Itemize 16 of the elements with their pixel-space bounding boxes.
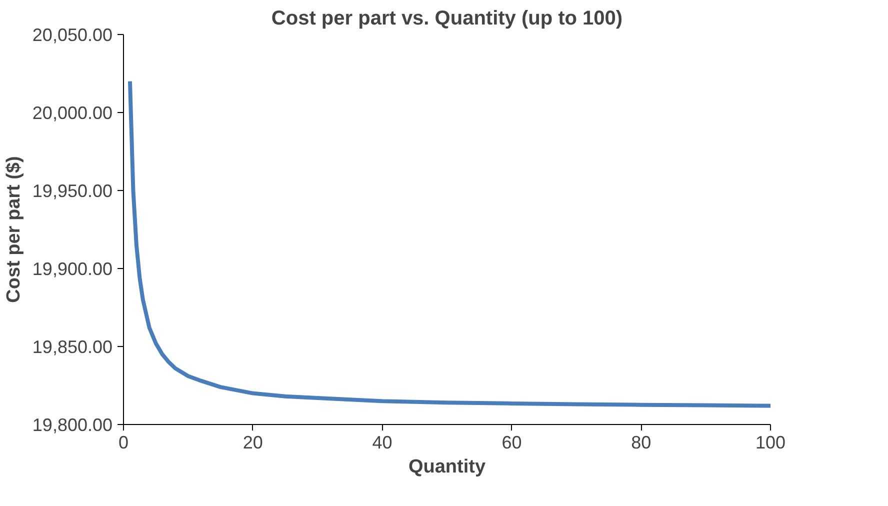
x-tick-label: 0 xyxy=(118,432,129,452)
x-tick-label: 20 xyxy=(242,432,263,452)
y-axis-title: Cost per part ($) xyxy=(3,156,24,303)
x-tick-label: 80 xyxy=(631,432,652,452)
x-tick-label: 100 xyxy=(755,432,786,452)
y-tick-label: 20,050.00 xyxy=(32,25,112,45)
y-tick-label: 20,000.00 xyxy=(32,103,112,123)
x-tick-label: 40 xyxy=(372,432,392,452)
y-tick-label: 19,850.00 xyxy=(32,337,112,357)
y-tick-label: 19,950.00 xyxy=(32,181,112,201)
chart-title: Cost per part vs. Quantity (up to 100) xyxy=(271,8,623,30)
x-tick-label: 60 xyxy=(502,432,522,452)
y-tick-label: 19,900.00 xyxy=(32,259,112,279)
y-tick-label: 19,800.00 xyxy=(32,415,112,435)
line-series xyxy=(128,79,770,408)
x-axis-title: Quantity xyxy=(408,456,486,478)
